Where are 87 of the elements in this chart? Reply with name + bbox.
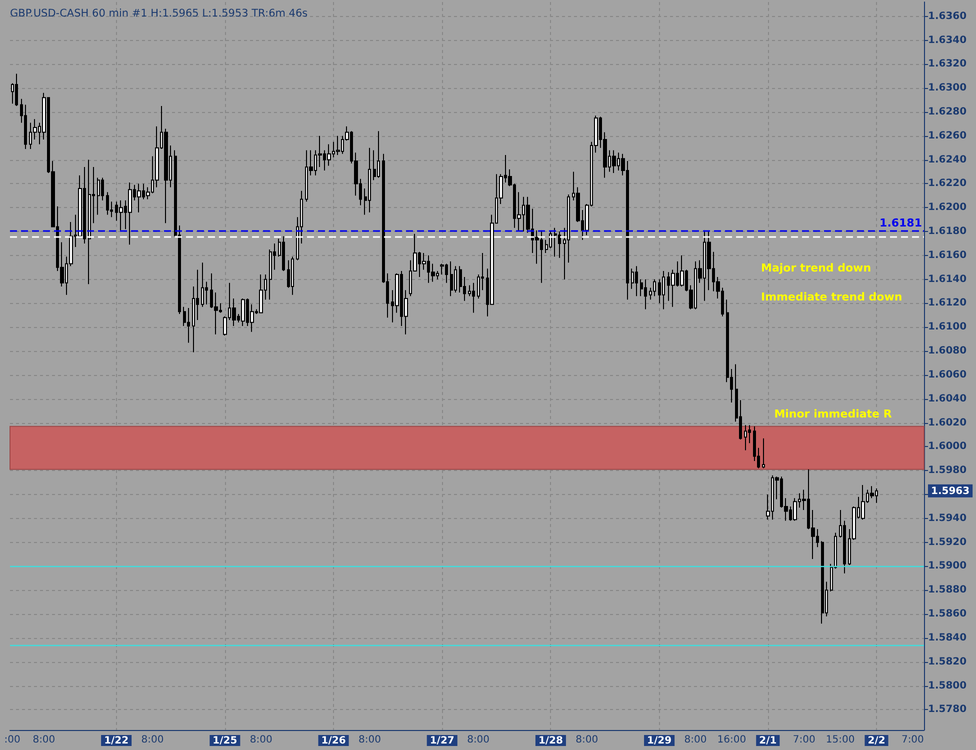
candlestick xyxy=(861,484,865,520)
y-tick-label: 1.6260 xyxy=(928,130,967,142)
y-tick-label: 1.6080 xyxy=(928,346,967,357)
candlestick xyxy=(450,260,453,297)
candlestick xyxy=(106,192,109,216)
y-tick-label: 1.6020 xyxy=(928,417,967,428)
candlestick xyxy=(377,130,380,178)
x-tick-label: 1/28 xyxy=(538,736,564,746)
x-tick-label: 1/27 xyxy=(430,736,454,746)
candlestick xyxy=(762,438,765,469)
y-tick-label: 1.6180 xyxy=(928,226,967,238)
candlestick xyxy=(821,540,824,624)
y-tick-label: 1.6140 xyxy=(928,274,967,285)
candlestick xyxy=(336,135,340,156)
x-tick-label: 1/26 xyxy=(321,736,346,746)
y-tick-label: 1.6220 xyxy=(928,178,967,190)
y-tick-label: 1.5820 xyxy=(928,656,967,668)
y-tick-label: 1.5920 xyxy=(928,536,967,548)
candlestick xyxy=(472,282,475,314)
annotation: Major trend down xyxy=(761,262,872,274)
x-tick-label: 8:00 xyxy=(467,734,490,746)
candlestick xyxy=(653,278,656,297)
ref-line-label: 1.6181 xyxy=(880,216,922,230)
x-tick-label: 8:00 xyxy=(141,734,164,746)
x-tick-label: 8:00 xyxy=(250,734,272,746)
candlestick xyxy=(97,177,100,216)
candlestick xyxy=(137,183,141,213)
y-tick-label: 1.5780 xyxy=(928,704,967,716)
y-tick-label: 1.6040 xyxy=(928,393,967,404)
x-tick-label: 16:00 xyxy=(717,734,746,746)
y-tick-label: 1.6060 xyxy=(928,369,967,380)
x-tick-label: :00 xyxy=(4,734,20,746)
x-tick-label: 8:00 xyxy=(576,734,598,746)
y-tick-label: 1.5940 xyxy=(928,512,967,524)
y-tick-label: 1.5980 xyxy=(928,465,967,476)
candlestick xyxy=(793,498,797,522)
candlestick xyxy=(119,200,123,231)
candlestick xyxy=(327,144,331,166)
x-tick-label: 15:00 xyxy=(826,734,855,746)
x-tick-label: 2/2 xyxy=(868,736,886,746)
y-tick-label: 1.6200 xyxy=(928,202,967,214)
candlestick xyxy=(368,147,371,213)
y-tick-label: 1.5840 xyxy=(928,632,967,644)
x-tick-label: 1/29 xyxy=(647,736,672,746)
candlestick xyxy=(680,254,684,288)
candlestick xyxy=(870,486,874,499)
x-tick-label: 8:00 xyxy=(32,734,56,746)
y-tick-label: 1.6120 xyxy=(928,298,967,309)
y-tick-label: 1.5900 xyxy=(928,560,967,572)
y-tick-label: 1.5860 xyxy=(928,608,967,620)
y-tick-label: 1.6320 xyxy=(928,58,967,70)
y-tick-label: 1.6340 xyxy=(928,34,967,46)
y-tick-label: 1.6360 xyxy=(928,10,967,22)
x-tick-label: 8:00 xyxy=(358,734,381,746)
x-tick-label: 7:00 xyxy=(792,734,816,746)
candlestick xyxy=(15,73,18,106)
candlestick xyxy=(291,256,294,296)
y-tick-label: 1.5963 xyxy=(931,486,970,497)
candlestick xyxy=(744,424,747,451)
y-tick-label: 1.6280 xyxy=(928,106,967,118)
x-tick-label: 7:00 xyxy=(901,734,924,746)
band-label: Minor immediate R xyxy=(774,407,892,420)
candlestick xyxy=(662,270,665,310)
y-tick-label: 1.6240 xyxy=(928,154,967,166)
candlestick xyxy=(259,274,263,314)
candlestick xyxy=(201,262,204,308)
candlestick xyxy=(644,278,647,310)
x-tick-label: 8:00 xyxy=(684,734,707,746)
text: GBP.USD-CASH 60 min #1 H:1.5965 L:1.5953 TR:6m 46s xyxy=(10,8,308,20)
y-tick-label: 1.6160 xyxy=(928,250,967,261)
x-tick-label: 1/25 xyxy=(212,736,238,746)
annotation: Immediate trend down xyxy=(761,290,902,304)
candlestick xyxy=(558,231,561,258)
y-tick-label: 1.5800 xyxy=(928,680,967,692)
y-tick-label: 1.5880 xyxy=(928,584,967,596)
y-tick-label: 1.6100 xyxy=(928,322,967,333)
x-tick-label: 1/22 xyxy=(104,736,129,746)
x-tick-label: 2/1 xyxy=(759,736,777,746)
candlestick xyxy=(282,236,285,272)
candlestick xyxy=(612,150,616,174)
candlestick xyxy=(635,266,638,297)
y-tick-label: 1.6000 xyxy=(928,441,967,452)
candlestick xyxy=(554,227,557,258)
y-tick-label: 1.6300 xyxy=(928,82,967,94)
candlestick xyxy=(187,308,190,344)
candlestick xyxy=(454,266,457,293)
candlestick xyxy=(241,298,245,326)
